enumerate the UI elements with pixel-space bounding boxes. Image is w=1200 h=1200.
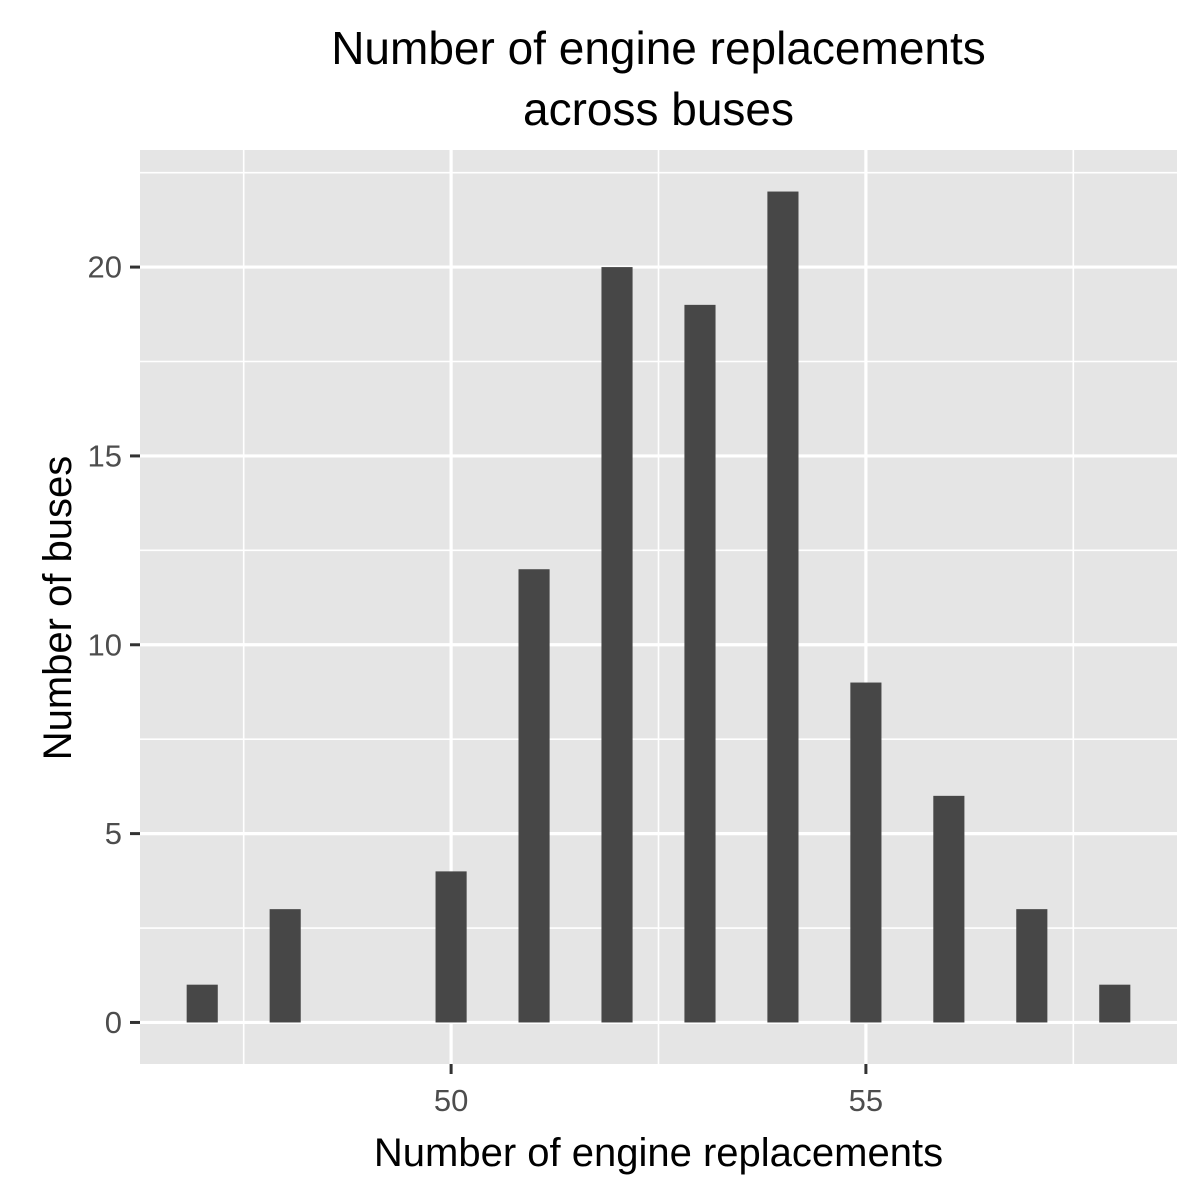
y-tick-label: 5 bbox=[105, 816, 122, 851]
bar-56 bbox=[933, 795, 965, 1023]
major-gridlines bbox=[140, 150, 1177, 1064]
x-tick-label: 50 bbox=[434, 1083, 468, 1118]
y-axis-label: Number of buses bbox=[36, 455, 80, 761]
y-tick-label: 10 bbox=[88, 627, 122, 662]
bar-53 bbox=[684, 304, 716, 1023]
x-axis-label: Number of engine replacements bbox=[373, 1131, 944, 1175]
minor-gridlines bbox=[140, 150, 1177, 1064]
bar-48 bbox=[269, 909, 301, 1023]
y-tick-label: 0 bbox=[105, 1005, 122, 1040]
bar-57 bbox=[1016, 909, 1048, 1023]
bar-55 bbox=[850, 682, 882, 1023]
y-axis: 0 5 10 15 20 bbox=[88, 250, 140, 1040]
chart-title-line-1: Number of engine replacements bbox=[331, 22, 986, 74]
bar-50 bbox=[435, 871, 467, 1023]
x-tick-label: 55 bbox=[849, 1083, 883, 1118]
bar-54 bbox=[767, 191, 799, 1023]
chart-title-line-2: across buses bbox=[522, 83, 794, 135]
y-tick-label: 20 bbox=[88, 250, 122, 285]
bar-52 bbox=[601, 267, 633, 1023]
bar-58 bbox=[1099, 984, 1131, 1023]
y-tick-label: 15 bbox=[88, 438, 122, 473]
bars bbox=[186, 191, 1131, 1023]
bar-51 bbox=[518, 569, 550, 1023]
bar-47 bbox=[186, 984, 218, 1023]
x-axis: 50 55 bbox=[434, 1064, 883, 1118]
